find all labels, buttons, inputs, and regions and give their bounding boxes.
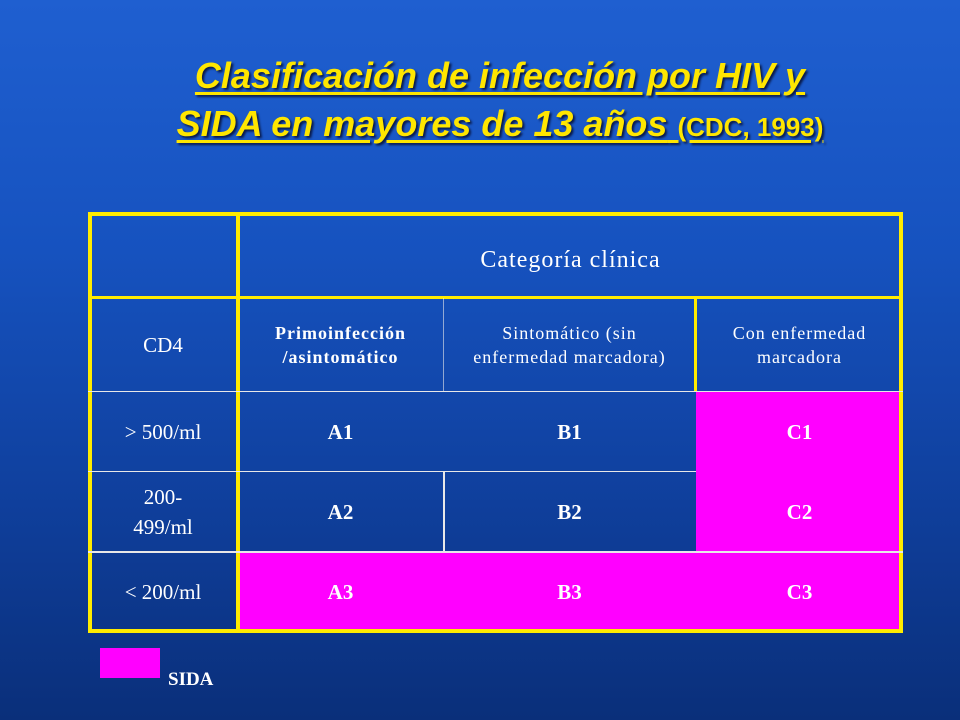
cell-c1: C1 (696, 392, 903, 472)
grid-divider-header (88, 296, 903, 299)
cell-a2: A2 (327, 499, 354, 524)
grid-left-border (88, 212, 92, 633)
header-cd4: CD4 (143, 332, 183, 357)
legend-swatch (100, 648, 160, 678)
cell-b1: B1 (557, 419, 582, 444)
header-category: Categoría clínica (480, 247, 661, 273)
grid-right-border (899, 212, 903, 633)
grid-divider-row3 (88, 551, 903, 553)
grid-divider-row2 (88, 471, 696, 472)
title-line-2: SIDA en mayores de 13 años (176, 103, 668, 144)
header-primoinfection: Primoinfección /asintomático (275, 323, 406, 367)
title-note: (CDC, 1993) (677, 112, 824, 142)
row-label-cd4-low: < 200/ml (124, 580, 202, 604)
cell-b2: B2 (557, 499, 582, 524)
header-symptomatic: Sintomático (sin enfermedad marcadora) (473, 323, 666, 367)
aids-row-background (238, 552, 903, 633)
classification-table: C1 C2 Categoría clínica CD4 Primoinfecci… (88, 212, 903, 633)
grid-divider-col1 (236, 212, 240, 633)
cell-a3: A3 (327, 580, 354, 604)
slide-title: Clasificación de infección por HIV y SID… (60, 52, 940, 151)
legend-label: SIDA (168, 669, 214, 690)
row-label-cd4-mid: 200-499/ml (133, 485, 193, 539)
cell-c2: C2 (696, 472, 903, 552)
grid-divider-a-b-row2 (443, 472, 445, 552)
cell-c3-wrap: C3 (696, 552, 903, 633)
header-aids-defining: Con enfermedad marcadora (732, 323, 867, 367)
title-line-1: Clasificación de infección por HIV y (194, 55, 806, 96)
corner-cell (88, 212, 238, 298)
cell-a1: A1 (327, 419, 354, 444)
grid-divider-a-b-subheader (443, 298, 444, 392)
grid-top-border (88, 212, 903, 216)
grid-bottom-border (88, 629, 903, 633)
row-label-cd4-high: > 500/ml (124, 419, 202, 444)
grid-divider-row1 (88, 391, 903, 392)
cell-b3: B3 (557, 580, 582, 604)
grid-divider-subheader-c (694, 296, 697, 392)
cell-c3: C3 (786, 580, 813, 604)
